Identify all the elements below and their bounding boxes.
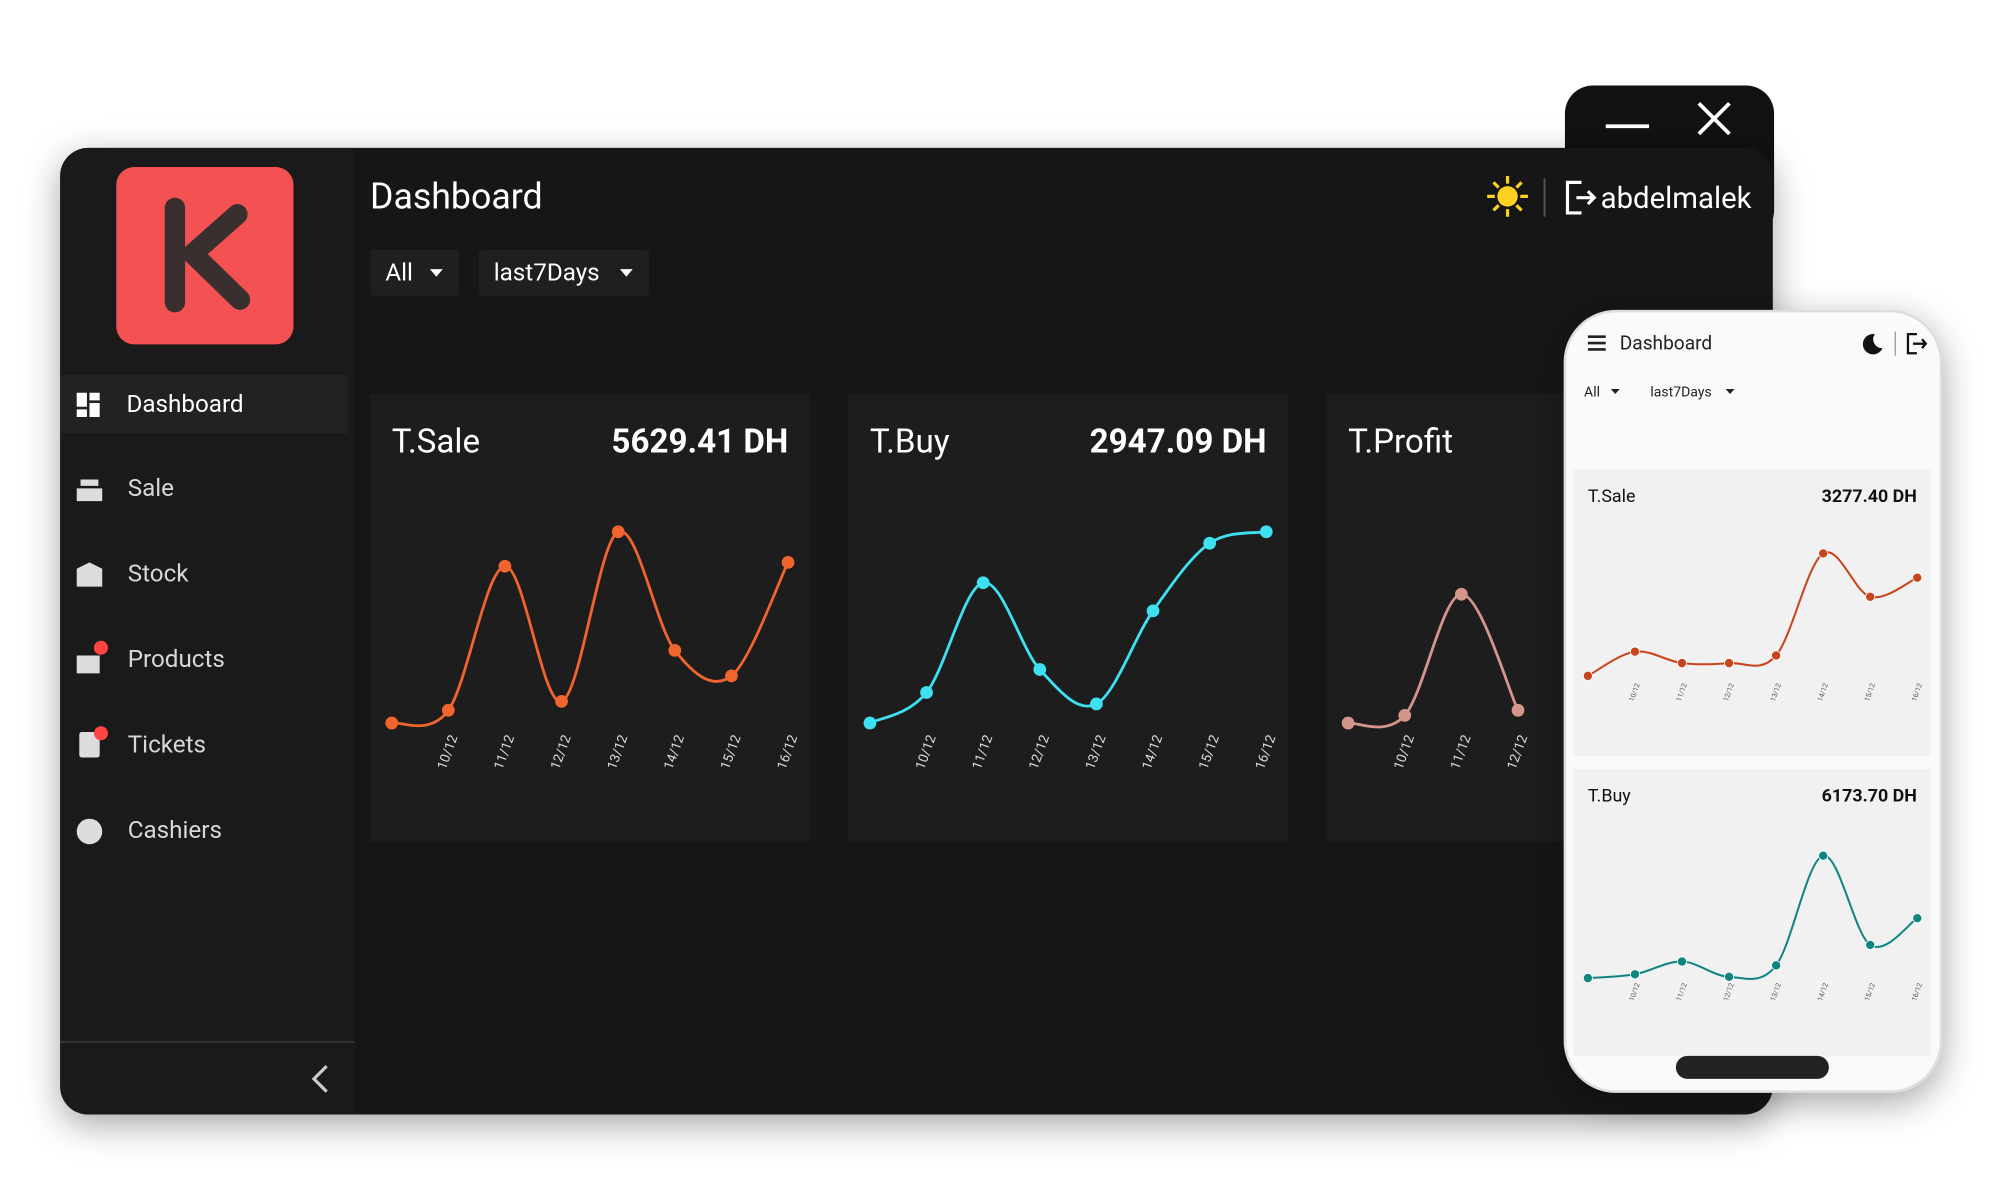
- data-point: [1865, 591, 1876, 602]
- data-point: [976, 576, 990, 590]
- filter-type-label: All: [385, 259, 413, 287]
- sun-icon: [1497, 186, 1518, 207]
- data-point: [611, 525, 625, 539]
- data-point: [1398, 709, 1412, 722]
- products-icon: [76, 655, 100, 674]
- data-point: [385, 716, 399, 730]
- data-point: [863, 716, 877, 730]
- cashiers-icon: [76, 818, 103, 845]
- data-point: [1629, 646, 1640, 657]
- card-total: 2947.09 DH: [1090, 423, 1267, 462]
- collapse-button[interactable]: [311, 1064, 328, 1093]
- card-title: T.Buy: [1588, 786, 1631, 807]
- mobile-filter-type[interactable]: All: [1584, 384, 1600, 400]
- tickets-badge: [93, 726, 108, 741]
- menu-button[interactable]: [1587, 335, 1606, 351]
- mobile-title: Dashboard: [1620, 331, 1712, 354]
- data-point: [1677, 658, 1687, 669]
- dropdown-arrow: [1725, 388, 1735, 395]
- data-point: [1203, 536, 1217, 550]
- card-total: 6173.70 DH: [1822, 786, 1917, 807]
- data-point: [1629, 969, 1640, 980]
- sale-icon: [76, 479, 103, 502]
- data-point: [1341, 716, 1355, 730]
- data-point: [1090, 697, 1103, 711]
- data-point: [1771, 960, 1782, 971]
- sun-rays: [1487, 175, 1528, 217]
- data-point: [1033, 663, 1047, 676]
- close-button[interactable]: [1697, 101, 1731, 136]
- data-point: [781, 556, 795, 569]
- desktop-window: Dashboard Sale Stock Products Tickets Cashier…: [60, 147, 1773, 1115]
- mobile-logout[interactable]: [1906, 332, 1928, 355]
- sparkline: [869, 530, 1267, 725]
- data-point: [1724, 971, 1735, 982]
- data-point: [1912, 913, 1923, 924]
- menu-item[interactable]: Products: [128, 645, 225, 673]
- sparkline: [391, 530, 790, 728]
- user-name: abdelmalek: [1601, 182, 1752, 216]
- logo-mark: [164, 197, 251, 313]
- menu-item[interactable]: Tickets: [128, 730, 206, 758]
- card-title: T.Sale: [392, 423, 480, 462]
- data-point: [441, 703, 455, 717]
- card: [848, 394, 1289, 842]
- dropdown-arrow: [1610, 388, 1620, 395]
- menu-item[interactable]: Stock: [128, 560, 190, 588]
- menu-item[interactable]: Dashboard: [126, 390, 243, 418]
- sparkline: [1347, 592, 1520, 729]
- dropdown-arrow: [619, 269, 633, 277]
- active-menu-item: [60, 374, 349, 434]
- logout-icon[interactable]: [1565, 180, 1597, 215]
- card: [1573, 469, 1931, 757]
- home-indicator: [1675, 1055, 1829, 1079]
- card-title: T.Sale: [1588, 486, 1636, 507]
- stock-icon: [76, 562, 103, 587]
- page-title: Dashboard: [370, 175, 543, 217]
- data-point: [1912, 572, 1923, 583]
- moon-icon[interactable]: [1862, 333, 1883, 355]
- products-badge: [93, 640, 108, 655]
- data-point: [920, 686, 933, 699]
- data-point: [725, 669, 738, 683]
- filter-type[interactable]: [370, 249, 460, 296]
- data-point: [1582, 670, 1593, 681]
- data-point: [1818, 850, 1829, 861]
- data-point: [1259, 525, 1273, 539]
- data-point: [1582, 973, 1593, 984]
- data-point: [1724, 658, 1735, 669]
- dropdown-arrow: [429, 269, 443, 277]
- mobile-filter-period[interactable]: last7Days: [1650, 384, 1711, 400]
- card: [1573, 768, 1931, 1056]
- sparkline: [1587, 551, 1918, 677]
- data-point: [1511, 703, 1525, 717]
- data-point: [1818, 548, 1829, 559]
- mobile-device: Dashboard All last7Days T.Sale 3277.40 DH…: [1563, 309, 1943, 1093]
- menu: Dashboard Sale Stock Products Tickets Cashier…: [126, 390, 243, 844]
- data-point: [668, 643, 682, 657]
- data-point: [1677, 956, 1687, 967]
- filter-period-label: last7Days: [494, 259, 600, 287]
- card-title: T.Profit: [1348, 423, 1453, 462]
- data-point: [1146, 604, 1160, 618]
- card-total: 5629.41 DH: [611, 423, 788, 462]
- card-total: 3277.40 DH: [1822, 486, 1917, 507]
- card-title: T.Buy: [870, 423, 950, 462]
- data-point: [1865, 939, 1876, 950]
- menu-icons: [76, 392, 108, 845]
- filter-period[interactable]: [478, 249, 650, 296]
- menu-item[interactable]: Sale: [128, 474, 174, 502]
- data-point: [498, 559, 512, 573]
- tickets-icon: [79, 731, 100, 758]
- data-point: [555, 695, 568, 708]
- dashboard-icon: [76, 392, 100, 418]
- menu-item[interactable]: Cashiers: [128, 816, 222, 844]
- data-point: [1455, 587, 1468, 601]
- theme-toggle[interactable]: [1487, 175, 1528, 217]
- data-point: [1771, 650, 1782, 661]
